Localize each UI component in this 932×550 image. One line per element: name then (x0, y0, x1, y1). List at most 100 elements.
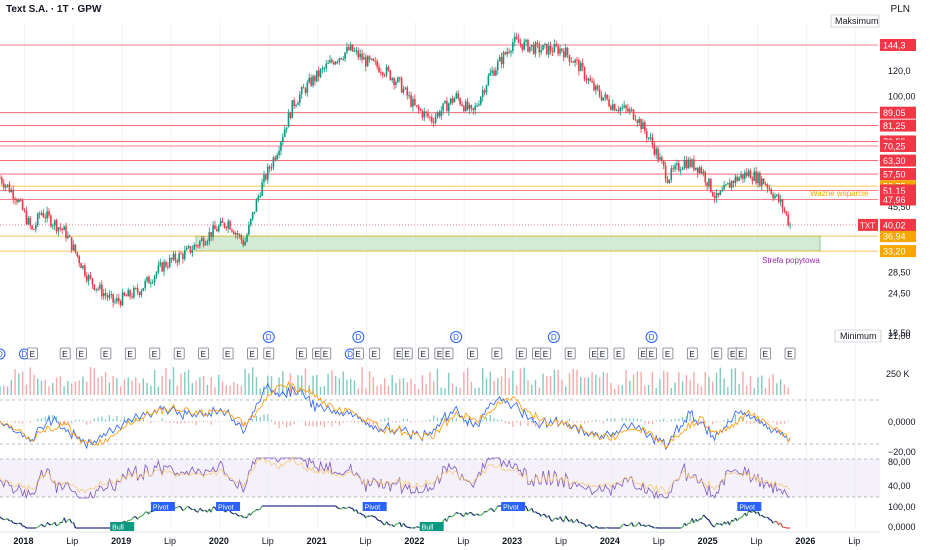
macd-histogram-bar (203, 421, 205, 422)
oscillator-segment (689, 518, 693, 524)
macd-histogram-bar (199, 420, 201, 422)
candle-body (693, 159, 695, 170)
earnings-marker[interactable]: E (613, 347, 625, 360)
macd-histogram-bar (278, 421, 280, 429)
earnings-marker[interactable]: E (686, 347, 698, 360)
oscillator-segment (48, 523, 52, 526)
earnings-marker[interactable]: E (76, 347, 87, 360)
candle-body (610, 106, 612, 110)
min-label: Minimum (840, 331, 877, 341)
earnings-marker[interactable]: E (320, 347, 332, 360)
earnings-marker[interactable]: E (735, 347, 747, 360)
macd-histogram-bar (523, 421, 525, 423)
candle-body (672, 168, 674, 170)
candle-body (227, 221, 229, 229)
macd-histogram-bar (331, 421, 333, 427)
oscillator-segment (212, 506, 216, 509)
earnings-marker[interactable]: E (222, 347, 234, 360)
macd-histogram-bar (71, 421, 73, 424)
earnings-marker[interactable]: E (760, 347, 772, 360)
candle-body (628, 109, 631, 112)
earnings-marker[interactable]: E (263, 347, 275, 360)
earnings-marker[interactable]: E (515, 347, 527, 360)
volume-bar (18, 373, 20, 395)
earnings-marker[interactable]: E (662, 347, 674, 360)
macd-histogram-bar (357, 421, 359, 423)
volume-bar (542, 373, 544, 395)
time-axis-tick: 2025 (698, 536, 718, 546)
candle-body (31, 225, 33, 230)
macd-histogram-bar (391, 421, 393, 423)
candle-body (476, 105, 478, 107)
oscillator-segment (56, 524, 59, 527)
candle-body (708, 178, 710, 187)
candle-body (119, 301, 122, 306)
candle-body (704, 171, 707, 183)
candle-body (525, 39, 527, 42)
earnings-marker-letter: E (372, 350, 377, 359)
dividend-marker[interactable]: D (0, 348, 6, 360)
volume-bar (776, 383, 778, 395)
macd-histogram-bar (319, 421, 322, 426)
earnings-marker[interactable]: E (27, 347, 38, 360)
earnings-marker[interactable]: E (646, 347, 658, 360)
earnings-marker[interactable]: E (295, 347, 307, 360)
oscillator-segment (258, 508, 261, 511)
earnings-marker[interactable]: E (173, 347, 185, 360)
candle-body (178, 253, 180, 263)
candle-body (197, 245, 199, 247)
candle-body (768, 188, 771, 190)
earnings-marker[interactable]: E (59, 347, 71, 360)
macd-histogram-bar (576, 421, 578, 423)
earnings-marker[interactable]: E (124, 347, 136, 360)
macd-histogram-bar (263, 414, 265, 422)
volume-bar (451, 383, 454, 395)
candle-body (70, 237, 73, 251)
earnings-marker[interactable]: E (442, 347, 454, 360)
earnings-marker[interactable]: E (491, 347, 503, 360)
dividend-marker-letter: D (551, 333, 557, 342)
earnings-marker[interactable]: E (467, 347, 478, 360)
earnings-marker[interactable]: E (149, 347, 161, 360)
earnings-marker[interactable]: E (418, 347, 429, 360)
earnings-marker[interactable]: E (312, 347, 324, 360)
candle-body (234, 233, 237, 235)
dividend-marker[interactable]: D (18, 348, 30, 360)
earnings-marker[interactable]: E (198, 347, 210, 360)
macd-histogram-bar (342, 421, 344, 423)
dividend-marker-letter: D (266, 333, 272, 342)
earnings-marker[interactable]: E (369, 347, 381, 360)
volume-bar (568, 373, 571, 395)
candle-body (283, 129, 286, 137)
oscillator-segment (490, 507, 493, 510)
candle-body (736, 176, 739, 181)
earnings-marker[interactable]: E (564, 347, 576, 360)
macd-histogram-bar (459, 420, 461, 422)
earnings-marker[interactable]: E (352, 347, 364, 360)
macd-histogram-bar (267, 414, 269, 422)
earnings-marker[interactable]: E (247, 347, 258, 360)
macd-histogram-bar (516, 421, 518, 423)
macd-histogram-bar (681, 417, 684, 422)
earnings-marker[interactable]: E (100, 347, 112, 360)
earnings-marker[interactable]: E (401, 347, 413, 360)
level-label-text: 57,50 (883, 170, 906, 180)
oscillator-segment (635, 524, 638, 527)
volume-bar (742, 371, 744, 395)
candle-body (110, 293, 113, 295)
earnings-marker-letter: E (649, 350, 654, 359)
oscillator-segment (570, 518, 574, 524)
candle-body (240, 234, 243, 241)
candle-body (251, 212, 254, 219)
candle-body (238, 234, 241, 236)
earnings-marker[interactable]: E (597, 347, 609, 360)
earnings-marker[interactable]: E (711, 347, 723, 360)
earnings-marker[interactable]: E (540, 347, 552, 360)
candle-body (304, 88, 307, 93)
macd-histogram-bar (169, 421, 171, 423)
event-markers[interactable]: DDEEEEEEEEEEEEEEDEEEEEEEEEEEEEEEEEEEEEEE… (0, 331, 796, 360)
volume-bar (391, 375, 393, 395)
earnings-marker[interactable]: E (784, 347, 796, 360)
candle-body (263, 174, 265, 183)
